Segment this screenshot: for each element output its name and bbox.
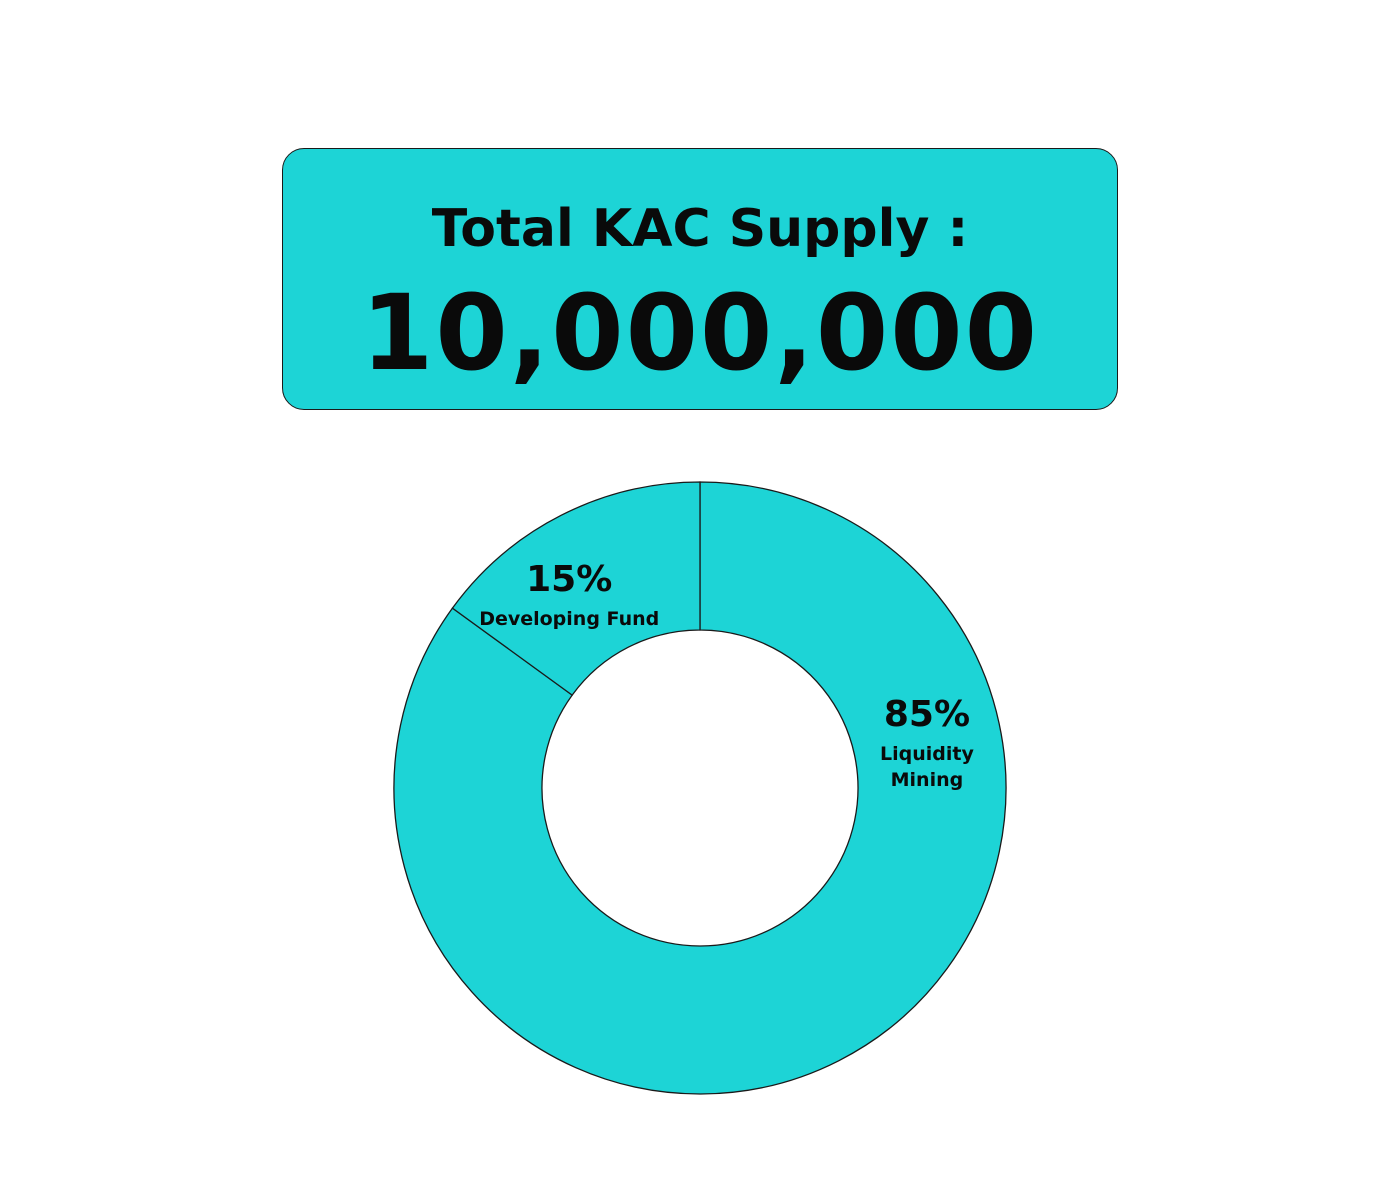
- supply-value: 10,000,000: [361, 272, 1039, 394]
- total-supply-card: Total KAC Supply : 10,000,000: [282, 148, 1118, 410]
- supply-label: Total KAC Supply :: [431, 199, 969, 259]
- donut-slices: [393, 481, 1007, 1095]
- donut-slice-liquidity-mining: [393, 481, 1007, 1095]
- slice-value-label: 85%: [884, 694, 970, 735]
- slice-category-label: Developing Fund: [479, 608, 659, 630]
- slice-category-label: Mining: [891, 769, 964, 791]
- donut-labels: 85% Liquidity Mining 15% Developing Fund: [479, 559, 974, 791]
- slice-category-label: Liquidity: [880, 743, 974, 765]
- donut-slice-developing-fund: [451, 481, 701, 697]
- slice-value-label: 15%: [526, 559, 612, 600]
